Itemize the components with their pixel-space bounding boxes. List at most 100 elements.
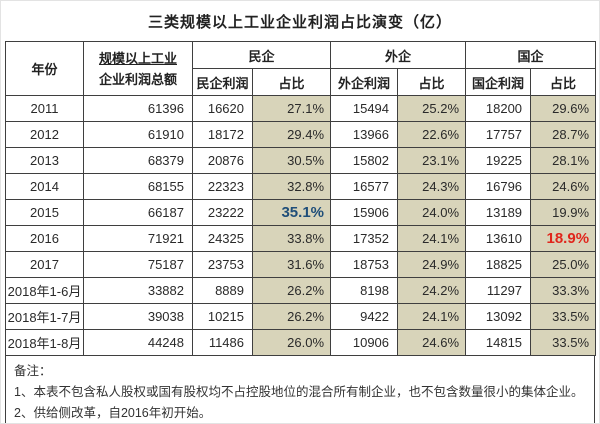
value-cell: 18753 bbox=[330, 251, 399, 278]
value-cell: 24.6% bbox=[397, 329, 467, 356]
value-cell: 14815 bbox=[465, 329, 532, 356]
value-cell: 61396 bbox=[83, 95, 193, 122]
value-cell: 8889 bbox=[192, 277, 253, 304]
header-private-share: 占比 bbox=[251, 68, 332, 96]
value-cell: 44248 bbox=[83, 329, 193, 356]
note-item-2: 2、供给侧改革，自2016年初开始。 bbox=[14, 406, 212, 420]
year-cell: 2014 bbox=[5, 173, 84, 200]
year-cell: 2018年1-7月 bbox=[5, 303, 84, 330]
value-cell: 25.0% bbox=[530, 251, 597, 278]
value-cell: 23753 bbox=[192, 251, 253, 278]
value-cell: 18200 bbox=[465, 95, 532, 122]
value-cell: 13610 bbox=[465, 225, 532, 252]
value-cell: 35.1% bbox=[251, 199, 332, 226]
notes-label: 备注： bbox=[14, 364, 52, 378]
year-cell: 2013 bbox=[5, 147, 84, 174]
table-row: 2015 66187 23222 35.1% 15906 24.0% 13189 19.9% bbox=[5, 199, 597, 226]
header-foreign-share: 占比 bbox=[397, 68, 467, 96]
value-cell: 33.5% bbox=[530, 329, 597, 356]
year-cell: 2018年1-8月 bbox=[5, 329, 84, 356]
table-row: 2012 61910 18172 29.4% 13966 22.6% 17757 28.7% bbox=[5, 121, 597, 148]
value-cell: 15494 bbox=[330, 95, 399, 122]
header-total-line2: 企业利润总额 bbox=[98, 71, 177, 87]
value-cell: 31.6% bbox=[251, 251, 332, 278]
header-sub-row: 民企利润 占比 外企利润 占比 国企利润 占比 bbox=[6, 68, 597, 96]
value-cell: 18.9% bbox=[530, 225, 597, 252]
value-cell: 19225 bbox=[465, 147, 532, 174]
table-row: 2018年1-6月 33882 8889 26.2% 8198 24.2% 11297 33.… bbox=[5, 277, 597, 304]
year-cell: 2018年1-6月 bbox=[5, 277, 84, 304]
value-cell: 30.5% bbox=[251, 147, 332, 174]
header-group-row: 年份 规模以上工业 企业利润总额 民企 外企 国企 bbox=[5, 41, 597, 96]
value-cell: 13189 bbox=[465, 199, 532, 226]
profit-table: 年份 规模以上工业 企业利润总额 民企 外企 国企 民企利润 占比 外企利润 占… bbox=[5, 41, 597, 356]
value-cell: 19.9% bbox=[530, 199, 597, 226]
value-cell: 75187 bbox=[83, 251, 193, 278]
value-cell: 71921 bbox=[83, 225, 193, 252]
value-cell: 24.3% bbox=[397, 173, 467, 200]
value-cell: 24.1% bbox=[397, 303, 467, 330]
value-cell: 27.1% bbox=[251, 95, 332, 122]
table-row: 2017 75187 23753 31.6% 18753 24.9% 18825 25.0% bbox=[5, 251, 597, 278]
value-cell: 39038 bbox=[83, 303, 193, 330]
table-row: 2013 68379 20876 30.5% 15802 23.1% 19225 28.1% bbox=[5, 147, 597, 174]
value-cell: 25.2% bbox=[397, 95, 467, 122]
table-row: 2018年1-8月 44248 11486 26.0% 10906 24.6% 14815 3… bbox=[5, 329, 597, 356]
table-row: 2018年1-7月 39038 10215 26.2% 9422 24.1% 13092 33… bbox=[5, 303, 597, 330]
value-cell: 11297 bbox=[465, 277, 532, 304]
header-group-soe: 国企 bbox=[465, 41, 597, 69]
year-cell: 2011 bbox=[5, 95, 84, 122]
value-cell: 11486 bbox=[192, 329, 253, 356]
value-cell: 23.1% bbox=[397, 147, 467, 174]
note-item-1: 1、本表不包含私人股权或国有股权均不占控股地位的混合所有制企业，也不包含数量很小… bbox=[14, 385, 584, 399]
value-cell: 28.7% bbox=[530, 121, 597, 148]
value-cell: 26.2% bbox=[251, 303, 332, 330]
value-cell: 23222 bbox=[192, 199, 253, 226]
year-cell: 2017 bbox=[5, 251, 84, 278]
value-cell: 22323 bbox=[192, 173, 253, 200]
value-cell: 17757 bbox=[465, 121, 532, 148]
value-cell: 10906 bbox=[330, 329, 399, 356]
value-cell: 33882 bbox=[83, 277, 193, 304]
year-cell: 2016 bbox=[5, 225, 84, 252]
value-cell: 18172 bbox=[192, 121, 253, 148]
value-cell: 26.2% bbox=[251, 277, 332, 304]
header-group-private: 民企 bbox=[191, 41, 332, 69]
table-row: 2011 61396 16620 27.1% 15494 25.2% 18200 29.6% bbox=[5, 95, 597, 122]
value-cell: 68155 bbox=[83, 173, 193, 200]
value-cell: 16796 bbox=[465, 173, 532, 200]
value-cell: 61910 bbox=[83, 121, 193, 148]
value-cell: 32.8% bbox=[251, 173, 332, 200]
value-cell: 24.2% bbox=[397, 277, 467, 304]
value-cell: 8198 bbox=[330, 277, 399, 304]
value-cell: 18825 bbox=[465, 251, 532, 278]
value-cell: 29.6% bbox=[530, 95, 597, 122]
value-cell: 16620 bbox=[192, 95, 253, 122]
value-cell: 16577 bbox=[330, 173, 399, 200]
header-total-line1: 规模以上工业 bbox=[98, 50, 177, 66]
value-cell: 66187 bbox=[83, 199, 193, 226]
header-foreign-profit: 外企利润 bbox=[330, 68, 399, 96]
value-cell: 15906 bbox=[330, 199, 399, 226]
value-cell: 24.1% bbox=[397, 225, 467, 252]
table-row: 2016 71921 24325 33.8% 17352 24.1% 13610 18.9% bbox=[5, 225, 597, 252]
value-cell: 33.8% bbox=[251, 225, 332, 252]
value-cell: 28.1% bbox=[530, 147, 597, 174]
notes-box: 备注： 1、本表不包含私人股权或国有股权均不占控股地位的混合所有制企业，也不包含… bbox=[5, 356, 595, 423]
header-soe-profit: 国企利润 bbox=[465, 68, 532, 96]
value-cell: 20876 bbox=[192, 147, 253, 174]
value-cell: 22.6% bbox=[397, 121, 467, 148]
header-total-profit: 规模以上工业 企业利润总额 bbox=[83, 41, 193, 96]
value-cell: 13092 bbox=[465, 303, 532, 330]
value-cell: 24.0% bbox=[397, 199, 467, 226]
value-cell: 10215 bbox=[192, 303, 253, 330]
value-cell: 24.6% bbox=[530, 173, 597, 200]
value-cell: 33.5% bbox=[530, 303, 597, 330]
value-cell: 24.9% bbox=[397, 251, 467, 278]
header-private-profit: 民企利润 bbox=[192, 68, 253, 96]
value-cell: 33.3% bbox=[530, 277, 597, 304]
table-row: 2014 68155 22323 32.8% 16577 24.3% 16796 24.6% bbox=[5, 173, 597, 200]
value-cell: 24325 bbox=[192, 225, 253, 252]
year-cell: 2012 bbox=[5, 121, 84, 148]
